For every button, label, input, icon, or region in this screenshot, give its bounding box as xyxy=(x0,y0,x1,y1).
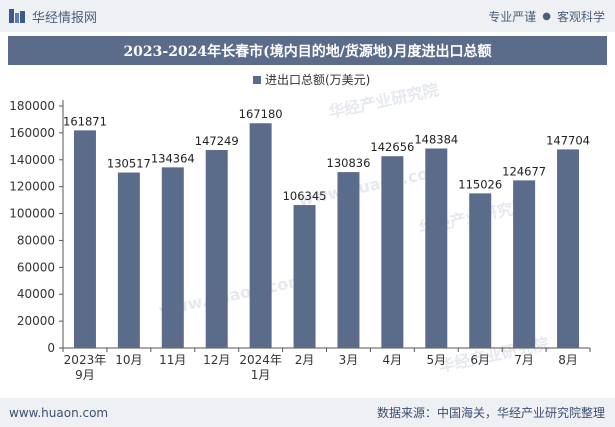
data-label: 147249 xyxy=(195,134,239,148)
bar xyxy=(381,156,404,348)
legend-label: 进出口总额(万美元) xyxy=(265,73,370,87)
y-tick-label: 80000 xyxy=(17,233,55,247)
bar xyxy=(469,193,492,348)
y-tick-label: 180000 xyxy=(9,99,55,113)
y-tick-label: 20000 xyxy=(17,314,55,328)
y-tick-label: 160000 xyxy=(9,126,55,140)
brand-name: 华经情报网 xyxy=(32,10,98,26)
x-tick-label: 2024年 xyxy=(239,353,282,367)
bar xyxy=(337,172,360,348)
slogan-right: 客观科学 xyxy=(556,9,605,24)
data-label: 148384 xyxy=(414,133,458,147)
bar-chart: 华经产业研究院www.huaon.com华经产业研究院www.huaon.com… xyxy=(9,73,591,382)
bar xyxy=(161,167,184,348)
data-label: 167180 xyxy=(239,107,283,121)
x-tick-label: 8月 xyxy=(558,353,578,367)
legend: 进出口总额(万美元) xyxy=(253,73,370,87)
footer-site[interactable]: www.huaon.com xyxy=(9,405,109,420)
chart-area: 华经产业研究院www.huaon.com华经产业研究院www.huaon.com… xyxy=(0,66,615,400)
chart-title-bar: 2023-2024年长春市(境内目的地/货源地)月度进出口总额 xyxy=(8,36,607,65)
bar xyxy=(205,150,228,348)
data-label: 161871 xyxy=(63,114,107,128)
x-tick-label: 6月 xyxy=(470,353,490,367)
data-label: 124677 xyxy=(502,164,546,178)
legend-swatch xyxy=(253,76,261,84)
x-tick-label: 5月 xyxy=(426,353,446,367)
y-tick-label: 120000 xyxy=(9,180,55,194)
x-tick-label: 3月 xyxy=(339,353,359,367)
footer-source: 数据来源：中国海关，华经产业研究院整理 xyxy=(376,406,605,420)
y-tick-label: 60000 xyxy=(17,260,55,274)
x-tick-label: 2023年 xyxy=(64,353,107,367)
bar xyxy=(557,149,580,348)
slogan-left: 专业严谨 xyxy=(488,9,537,24)
data-label: 134364 xyxy=(151,151,195,165)
y-tick-label: 40000 xyxy=(17,287,55,301)
x-tick-label: 2月 xyxy=(295,353,315,367)
slogan-separator: ● xyxy=(542,10,551,22)
y-tick-label: 140000 xyxy=(9,153,55,167)
data-label: 142656 xyxy=(370,140,414,154)
x-tick-label: 4月 xyxy=(383,353,403,367)
bar xyxy=(425,148,448,348)
x-tick-label: 10月 xyxy=(115,353,142,367)
x-tick-label: 11月 xyxy=(159,353,186,367)
footer: www.huaon.com 数据来源：中国海关，华经产业研究院整理 xyxy=(0,398,615,427)
bar xyxy=(249,123,272,348)
data-label: 115026 xyxy=(458,177,502,191)
x-tick-label: 1月 xyxy=(251,368,271,382)
bar xyxy=(73,130,96,348)
bar xyxy=(117,172,140,348)
slogan: 专业严谨 ● 客观科学 xyxy=(488,0,605,32)
data-label: 130517 xyxy=(107,157,151,171)
x-tick-label: 7月 xyxy=(514,353,534,367)
data-label: 106345 xyxy=(283,189,327,203)
x-tick-label: 12月 xyxy=(203,353,230,367)
bar xyxy=(293,205,316,348)
brand: 华经情报网 xyxy=(8,0,97,32)
y-tick-label: 100000 xyxy=(9,207,55,221)
data-label: 147704 xyxy=(546,133,590,147)
top-bar: 华经情报网 专业严谨 ● 客观科学 xyxy=(0,0,615,32)
data-label: 130836 xyxy=(327,156,371,170)
x-tick-label: 9月 xyxy=(75,368,95,382)
chart-title: 2023-2024年长春市(境内目的地/货源地)月度进出口总额 xyxy=(123,43,492,60)
y-tick-label: 0 xyxy=(47,341,55,355)
bar xyxy=(513,180,536,348)
huajing-logo-icon xyxy=(9,9,25,23)
